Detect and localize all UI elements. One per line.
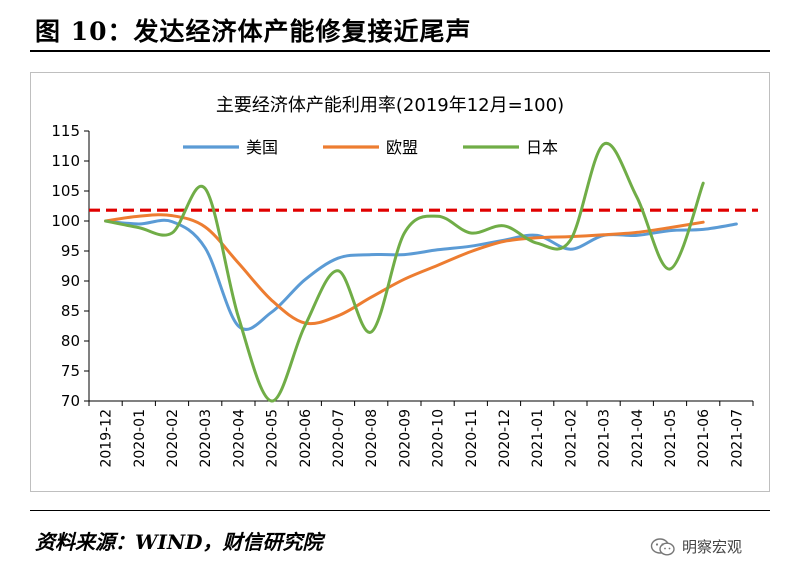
y-tick-label: 75: [61, 362, 80, 380]
x-tick-label: 2020-09: [397, 409, 413, 468]
series-line-jp: [104, 141, 705, 403]
x-tick-label: 2021-07: [729, 409, 745, 468]
series-line-us: [104, 218, 738, 331]
chart-title: 主要经济体产能利用率(2019年12月=100): [216, 95, 564, 116]
watermark: 明察宏观: [650, 536, 742, 557]
x-tick-label: 2019-12: [99, 409, 115, 468]
y-tick-label: 95: [61, 242, 80, 260]
x-tick-label: 2021-04: [630, 409, 646, 468]
title-rule: [30, 50, 770, 52]
y-tick-label: 110: [51, 152, 80, 170]
series-group: [104, 141, 738, 403]
source-rule: [30, 510, 770, 511]
x-tick-label: 2020-01: [132, 409, 148, 468]
x-tick-label: 2020-06: [298, 409, 314, 468]
x-tick-label: 2021-02: [563, 409, 579, 468]
line-chart: 主要经济体产能利用率(2019年12月=100) 美国 欧盟 日本 70 75 80 85…: [51, 95, 758, 468]
y-tick-label: 105: [51, 182, 80, 200]
watermark-text: 明察宏观: [682, 538, 743, 556]
y-tick-label: 100: [51, 212, 80, 230]
x-tick-label: 2020-05: [265, 409, 281, 468]
x-tick-label: 2020-07: [331, 409, 347, 468]
x-tick-label: 2021-01: [530, 409, 546, 468]
wechat-icon: [650, 537, 675, 556]
x-tick-label: 2020-03: [198, 409, 214, 468]
x-tick-label: 2021-03: [597, 409, 613, 468]
y-tick-label: 115: [51, 122, 80, 140]
y-tick-label: 90: [61, 272, 80, 290]
x-tick-label: 2020-02: [165, 409, 181, 468]
series-line-eu: [104, 213, 705, 326]
x-tick-label: 2020-04: [231, 409, 247, 468]
x-tick-label: 2021-05: [663, 409, 679, 468]
x-tick-label: 2020-12: [497, 409, 513, 468]
x-tick-label: 2020-11: [464, 409, 480, 468]
legend-label-eu: 欧盟: [386, 138, 418, 157]
y-tick-label: 70: [61, 392, 80, 410]
legend-label-jp: 日本: [526, 138, 558, 157]
source-note: 资料来源：WIND，财信研究院: [35, 530, 323, 554]
y-tick-label: 80: [61, 332, 80, 350]
x-tick-label: 2021-06: [696, 409, 712, 468]
axes: 70 75 80 85 90 95 100 105 110 115 2019-12 2020-01 20…: [51, 122, 754, 468]
chart-frame: 主要经济体产能利用率(2019年12月=100) 美国 欧盟 日本 70 75 80 85…: [30, 72, 770, 492]
legend-label-us: 美国: [246, 138, 278, 157]
legend: 美国 欧盟 日本: [183, 138, 558, 157]
y-tick-label: 85: [61, 302, 80, 320]
figure-title: 图 10：发达经济体产能修复接近尾声: [35, 17, 472, 46]
x-tick-label: 2020-10: [431, 409, 447, 468]
x-tick-label: 2020-08: [364, 409, 380, 468]
